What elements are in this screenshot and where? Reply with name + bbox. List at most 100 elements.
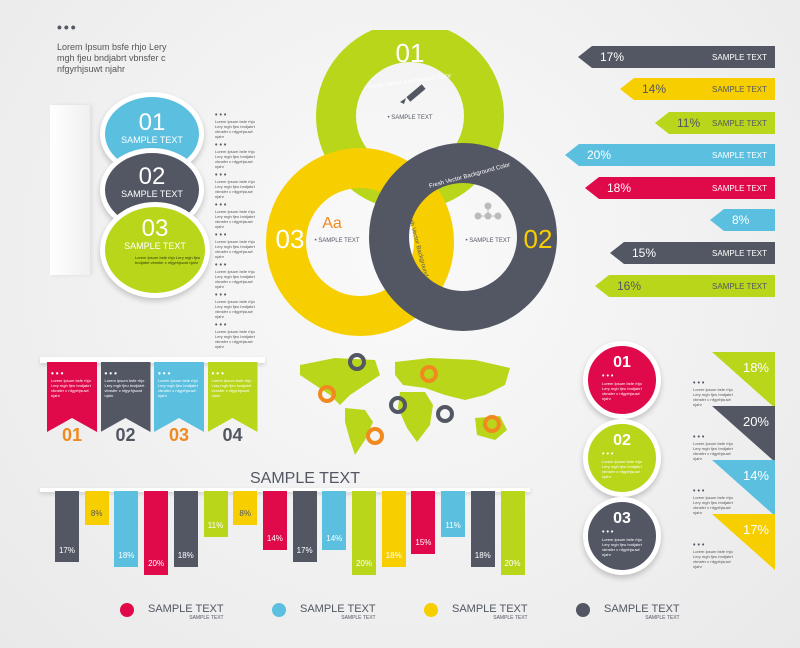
legend-sub: SAMPLE TEXT [189, 615, 224, 621]
arrow-label: SAMPLE TEXT [712, 118, 767, 128]
australia [475, 416, 507, 440]
header-text: Lorem Ipsum bsfe rhjo Lery mgh fjeu bndj… [57, 42, 167, 74]
bar-label: 20% [355, 559, 372, 568]
arrow-banner: 11% SAMPLE TEXT [655, 112, 775, 134]
bar-label: 14% [326, 533, 343, 543]
flag-dots: ••• [51, 369, 66, 378]
circle-01: 01 ••• Lorem Ipsum bsfe rhjo Lery mgh fjeu… [583, 341, 661, 419]
triangle-pct: 14% [742, 468, 769, 483]
arrow-label: SAMPLE TEXT [712, 281, 767, 291]
legend-text: SAMPLE TEXT SAMPLE TEXT [604, 603, 680, 621]
note-text: Lorem Ipsum bsfe rhjo Lery mgh fjeu bndj… [693, 441, 733, 461]
bar: 20% [500, 491, 525, 575]
note-text: Lorem Ipsum bsfe rhjo Lery mgh fjeu bndj… [693, 495, 733, 515]
flag-rail [40, 357, 265, 363]
bar-label: 18% [474, 550, 491, 560]
legend-dot [272, 603, 286, 617]
list-dots: ••• [215, 322, 229, 329]
bar-label: 17% [296, 546, 313, 556]
circle-dots: ••• [602, 373, 616, 380]
ring-02 [369, 143, 557, 331]
circle-text: Lorem Ipsum bsfe rhjo Lery mgh fjeu bndj… [602, 459, 642, 479]
arrow-banner: 17% SAMPLE TEXT [578, 46, 775, 68]
bar: 8% [233, 491, 258, 525]
bubble-label: SAMPLE TEXT [124, 241, 186, 251]
bar: 18% [381, 491, 406, 567]
bar-label: 18% [385, 550, 402, 560]
list-text: Lorem Ipsum bsfe rhjo Lery mgh fjeu bndj… [215, 329, 255, 349]
circle-dots: ••• [602, 529, 616, 536]
arrow-pct: 8% [732, 213, 750, 227]
bubble-label: SAMPLE TEXT [121, 135, 183, 145]
triangle-pct: 18% [742, 360, 769, 375]
list-item: ••• Lorem Ipsum bsfe rhjo Lery mgh fjeu b… [215, 322, 259, 349]
ring-03-label: • SAMPLE TEXT [314, 238, 359, 244]
legend-dot [576, 603, 590, 617]
legend-sub: SAMPLE TEXT [645, 615, 680, 621]
arrow-label: SAMPLE TEXT [712, 84, 767, 94]
bubble-bullets: Lorem Ipsum bsfe rhjo Lery mgh fjeu bndj… [135, 255, 201, 265]
circle-03: 03 ••• Lorem Ipsum bsfe rhjo Lery mgh fjeu… [583, 497, 661, 575]
list-dots: ••• [215, 262, 229, 269]
circle-02: 02 ••• Lorem Ipsum bsfe rhjo Lery mgh fjeu… [583, 419, 661, 497]
bar: 14% [322, 491, 347, 550]
legend-text: SAMPLE TEXT SAMPLE TEXT [148, 603, 224, 621]
list-dots: ••• [215, 232, 229, 239]
list-item: ••• Lorem Ipsum bsfe rhjo Lery mgh fjeu b… [215, 112, 259, 139]
arrow-pct: 20% [587, 148, 612, 162]
bar-label: 20% [504, 559, 521, 568]
flag-text: Lorem Ipsum bsfe rhjo Lery mgh fjeu bndj… [211, 378, 252, 398]
legend-sub: SAMPLE TEXT [341, 615, 376, 621]
bar: 18% [114, 491, 139, 567]
ring-02-num: 02 [524, 224, 553, 254]
list-dots: ••• [215, 142, 229, 149]
arrow-label: SAMPLE TEXT [712, 150, 767, 160]
flag-02: ••• Lorem Ipsum bsfe rhjo Lery mgh fjeu b… [100, 362, 151, 432]
bar: 18% [173, 491, 198, 567]
note-dots: ••• [693, 434, 707, 441]
legend-label: SAMPLE TEXT [300, 603, 376, 615]
flag-dots: ••• [211, 369, 226, 378]
note-text: Lorem Ipsum bsfe rhjo Lery mgh fjeu bndj… [693, 387, 733, 407]
bubble-03: 03 SAMPLE TEXT Lorem Ipsum bsfe rhjo Lery… [100, 202, 210, 298]
list-dots: ••• [215, 202, 229, 209]
list-item: ••• Lorem Ipsum bsfe rhjo Lery mgh fjeu b… [215, 142, 259, 169]
circle-text: Lorem Ipsum bsfe rhjo Lery mgh fjeu bndj… [602, 381, 642, 401]
arrow-label: SAMPLE TEXT [712, 52, 767, 62]
flag-01: ••• Lorem Ipsum bsfe rhjo Lery mgh fjeu b… [47, 362, 97, 432]
list-text: Lorem Ipsum bsfe rhjo Lery mgh fjeu bndj… [215, 269, 255, 289]
legend-item: SAMPLE TEXT SAMPLE TEXT [120, 603, 224, 621]
bar-label: 20% [148, 559, 165, 568]
font-icon: Aa [322, 215, 342, 232]
legend-item: SAMPLE TEXT SAMPLE TEXT [272, 603, 376, 621]
ring-03-num: 03 [276, 224, 305, 254]
bar: 20% [352, 491, 376, 575]
flag-dots: ••• [158, 369, 173, 378]
circle-text: Lorem Ipsum bsfe rhjo Lery mgh fjeu bndj… [602, 537, 642, 557]
arrow-pct: 18% [607, 181, 632, 195]
flag-text: Lorem Ipsum bsfe rhjo Lery mgh fjeu bndj… [51, 378, 91, 398]
triangle-note: ••• Lorem Ipsum bsfe rhjo Lery mgh fjeu b… [693, 542, 735, 569]
bubble-num: 02 [138, 163, 166, 190]
north-america [300, 358, 380, 405]
legend-text: SAMPLE TEXT SAMPLE TEXT [452, 603, 528, 621]
legend-label: SAMPLE TEXT [452, 603, 528, 615]
rings-diagram: 01 03 02 Fresh Vector Background Color F… [266, 30, 557, 336]
molecule-icon [474, 202, 502, 220]
arrow-banner: 18% SAMPLE TEXT [585, 177, 775, 199]
pencil-icon [400, 84, 426, 104]
legend-dot [120, 603, 134, 617]
arrow-banner: 16% SAMPLE TEXT [595, 275, 775, 297]
ring-01-label: • SAMPLE TEXT [387, 115, 432, 121]
bar-label: 15% [415, 538, 432, 547]
map-markers [318, 353, 501, 445]
ring-02-label: • SAMPLE TEXT [465, 238, 510, 244]
arrow-pct: 15% [632, 246, 657, 260]
bubble-label: SAMPLE TEXT [121, 189, 183, 199]
bar: 14% [262, 491, 287, 550]
list-dots: ••• [215, 292, 229, 299]
list-item: ••• Lorem Ipsum bsfe rhjo Lery mgh fjeu b… [215, 262, 259, 289]
legend-label: SAMPLE TEXT [604, 603, 680, 615]
list-text: Lorem Ipsum bsfe rhjo Lery mgh fjeu bndj… [215, 209, 255, 229]
note-dots: ••• [693, 380, 707, 387]
